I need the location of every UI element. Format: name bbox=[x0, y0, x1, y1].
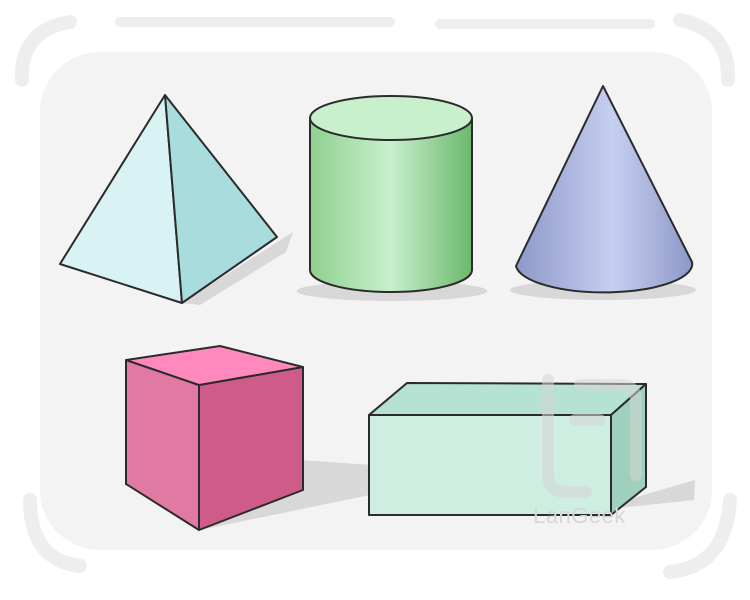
cuboid-shape bbox=[368, 382, 647, 516]
cylinder-shape bbox=[309, 95, 473, 293]
pyramid-shape bbox=[59, 94, 278, 304]
langeek-logo-watermark bbox=[542, 374, 642, 498]
watermark-text: LanGeek bbox=[533, 503, 626, 528]
cone-shape bbox=[515, 85, 694, 294]
cube-shape bbox=[125, 345, 304, 531]
